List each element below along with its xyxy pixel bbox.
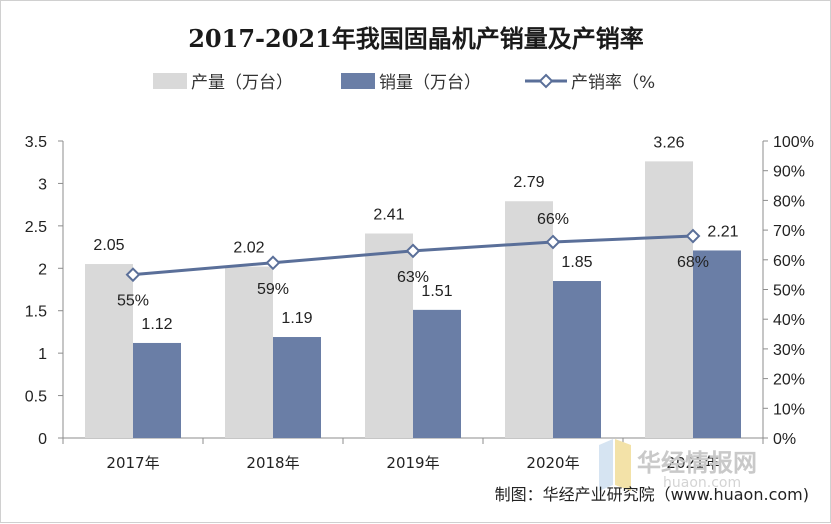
rate-marker <box>125 267 141 283</box>
data-label-production: 2.05 <box>93 237 124 254</box>
left-tick-label: 3 <box>38 176 47 193</box>
x-tick-label: 2021年 <box>666 454 719 472</box>
right-tick-label: 0% <box>773 431 796 448</box>
data-label-sales: 1.85 <box>561 254 592 271</box>
left-tick-label: 2 <box>38 261 47 278</box>
left-tick-label: 1 <box>38 346 47 363</box>
data-labels: 2.05 1.12 2.02 1.19 2.41 1.51 2.79 1.85 3.26 2.21… <box>93 134 738 333</box>
bar-production <box>85 264 133 438</box>
bar-production <box>645 161 693 438</box>
legend-marker-rate <box>538 73 554 89</box>
rate-line-group <box>125 228 701 283</box>
chart-title: 2017-2021年我国固晶机产销量及产销率 <box>188 24 644 53</box>
x-tick-label: 2019年 <box>386 454 439 472</box>
left-tick-label: 0 <box>38 431 47 448</box>
right-tick-label: 70% <box>773 223 805 240</box>
data-label-sales: 2.21 <box>707 223 738 240</box>
x-tick-label: 2018年 <box>246 454 299 472</box>
right-tick-label: 10% <box>773 401 805 418</box>
data-label-production: 2.79 <box>513 174 544 191</box>
right-tick-label: 50% <box>773 283 805 300</box>
bar-production <box>225 266 273 438</box>
bar-production <box>505 201 553 438</box>
legend-label-production: 产量（万台） <box>191 73 293 93</box>
legend: 产量（万台） 销量（万台） 产销率（% <box>153 73 655 93</box>
data-label-production: 2.41 <box>373 206 404 223</box>
watermark-text: 华经情报网 <box>637 449 757 477</box>
axes: 0 0.5 1 1.5 2 2.5 3 3.5 0% 10% 20% 30% 40% 50% 60% 70% 8… <box>25 134 814 472</box>
right-tick-label: 30% <box>773 342 805 359</box>
right-tick-label: 60% <box>773 253 805 270</box>
rate-marker <box>265 255 281 271</box>
data-label-rate: 63% <box>397 269 429 286</box>
data-label-production: 3.26 <box>653 134 684 151</box>
watermark-logo-left <box>599 439 613 491</box>
bar-sales <box>273 337 321 438</box>
left-tick-label: 0.5 <box>25 389 47 406</box>
bar-sales <box>413 309 461 438</box>
data-label-sales: 1.51 <box>421 283 452 300</box>
data-label-sales: 1.19 <box>281 310 312 327</box>
x-tick-label: 2020年 <box>526 454 579 472</box>
right-tick-label: 40% <box>773 312 805 329</box>
data-label-rate: 66% <box>537 211 569 228</box>
rate-marker <box>685 228 701 244</box>
bar-sales <box>553 281 601 438</box>
data-label-rate: 55% <box>117 293 149 310</box>
watermark-logo-right <box>615 439 631 491</box>
left-tick-label: 3.5 <box>25 134 47 151</box>
legend-swatch-sales <box>341 73 375 89</box>
bar-production <box>365 233 413 438</box>
right-tick-label: 100% <box>773 134 814 151</box>
watermark-url: huaon.com <box>663 475 741 491</box>
rate-marker <box>545 234 561 250</box>
right-tick-label: 90% <box>773 164 805 181</box>
bar-sales <box>133 342 181 438</box>
legend-swatch-production <box>153 73 187 89</box>
bar-sales <box>693 250 741 438</box>
source-note: 制图：华经产业研究院（www.huaon.com) <box>495 485 809 504</box>
legend-label-rate: 产销率（% <box>571 73 655 93</box>
watermark: 华经情报网 huaon.com <box>599 439 757 491</box>
legend-label-sales: 销量（万台） <box>379 73 481 93</box>
rate-marker <box>405 243 421 259</box>
data-label-rate: 59% <box>257 281 289 298</box>
left-tick-label: 2.5 <box>25 219 47 236</box>
left-tick-label: 1.5 <box>25 304 47 321</box>
x-tick-label: 2017年 <box>106 454 159 472</box>
data-label-rate: 68% <box>677 254 709 271</box>
data-label-sales: 1.12 <box>141 316 172 333</box>
bars <box>85 161 741 438</box>
data-label-production: 2.02 <box>233 240 264 257</box>
right-tick-label: 80% <box>773 193 805 210</box>
right-tick-label: 20% <box>773 372 805 389</box>
